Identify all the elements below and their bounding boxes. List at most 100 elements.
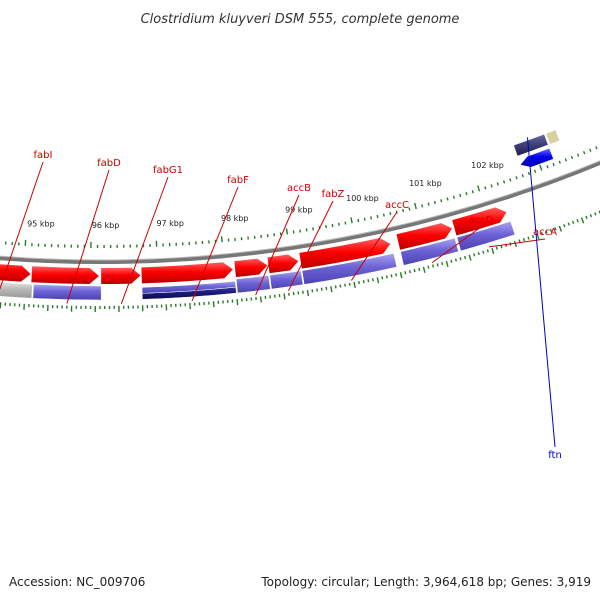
outer-tick [477, 251, 480, 256]
outer-tick [589, 213, 593, 218]
ruler-tick [570, 155, 574, 160]
ruler-tick [509, 178, 512, 182]
outer-tick [463, 255, 467, 260]
outer-tick [353, 281, 356, 289]
outer-tick [549, 228, 553, 233]
ruler-tick [350, 217, 353, 224]
ruler-label: 99 kbp [285, 205, 313, 214]
ruler-tick [539, 164, 543, 171]
ruler-tick [408, 207, 411, 211]
ruler-tick [459, 193, 462, 198]
cds-arrow-accA [452, 207, 507, 236]
outer-tick [518, 239, 521, 243]
ruler-tick [370, 216, 373, 220]
outer-tick [495, 246, 499, 250]
ruler-tick [421, 204, 424, 208]
gene-label-fabF: fabF [227, 175, 249, 186]
outer-tick [563, 223, 566, 228]
ruler-tick [357, 218, 360, 223]
outer-tick [558, 225, 563, 232]
outer-tick [236, 298, 239, 306]
ruler-tick [490, 184, 493, 188]
outer-tick [540, 231, 544, 236]
gene-box-fabF [141, 280, 237, 294]
ruler-tick [285, 228, 289, 235]
label-leader-ftn [526, 137, 556, 448]
ruler-label: 101 kbp [409, 179, 442, 188]
outer-tick [500, 245, 503, 249]
gene-box-accC [301, 253, 398, 285]
outer-tick [325, 286, 328, 291]
ruler-tick [433, 200, 436, 205]
ruler-tick [402, 208, 405, 213]
gene-box-accA [456, 221, 516, 252]
gene-label-accD: accD [469, 215, 494, 226]
gene-label-fabD: fabD [97, 158, 121, 169]
outer-tick [395, 273, 398, 277]
ruler-tick [564, 158, 568, 162]
outer-tick [408, 270, 412, 274]
ruler-label: 100 kbp [346, 194, 379, 203]
ruler-tick [582, 151, 586, 155]
cds-arrow-accD [396, 223, 453, 250]
outer-tick [531, 234, 535, 239]
ruler-tick [546, 165, 549, 169]
outer-tick [422, 266, 426, 273]
ruler-tick [527, 171, 531, 176]
ruler-tick [558, 160, 561, 164]
outer-tick-ring [0, 210, 600, 312]
outer-tick [459, 257, 462, 261]
outer-tick [536, 233, 540, 240]
outer-tick [418, 267, 421, 272]
outer-tick [486, 249, 489, 253]
gene-label-fabG1: fabG1 [153, 165, 183, 176]
ruler-tick [440, 199, 443, 203]
ruler-tick [595, 146, 598, 150]
outer-tick [567, 222, 570, 226]
outer-tick [362, 280, 365, 284]
outer-tick [334, 285, 337, 289]
ruler-tick [502, 180, 506, 184]
outer-tick [491, 247, 495, 255]
outer-tick [427, 265, 430, 269]
ruler-tick [576, 153, 580, 157]
label-leader-fabI [0, 161, 44, 291]
outer-tick [445, 260, 449, 267]
ruler-label: 96 kbp [92, 221, 120, 230]
outer-tick [330, 286, 333, 293]
backbone-arc [0, 160, 600, 264]
outer-tick [554, 227, 557, 231]
genome-summary-text: Topology: circular; Length: 3,964,618 bp… [260, 575, 591, 589]
ruler-tick [477, 185, 481, 192]
pseudogene-box [0, 281, 33, 299]
label-leader-accD [431, 226, 482, 264]
ruler-tick [465, 191, 468, 196]
ruler-tick [452, 195, 455, 199]
outer-tick [339, 284, 342, 288]
gene-label-accB: accB [287, 183, 311, 194]
ruler-tick [376, 214, 379, 219]
gene-label-ftn: ftn [548, 450, 562, 461]
ruler-tick [382, 213, 385, 217]
outer-tick [545, 230, 548, 234]
gene-track [0, 130, 560, 301]
ruler-tick [552, 162, 555, 167]
ruler-tick [337, 222, 340, 226]
ruler-label: 97 kbp [156, 219, 184, 228]
gene-box-ftn [513, 134, 548, 156]
cds-arrow-fabD [31, 266, 99, 284]
gene-box-fabD [32, 284, 102, 301]
outer-tick [431, 264, 435, 268]
outer-tick [450, 259, 453, 263]
label-leader-fabZ [287, 200, 334, 292]
cds-arrow-ftn [520, 148, 554, 167]
ruler-label: 102 kbp [471, 161, 504, 170]
outer-tick [348, 282, 351, 286]
ruler-tick [533, 169, 537, 173]
gene-label-accC: accC [385, 200, 409, 211]
ruler-tick [427, 202, 430, 206]
outer-tick [585, 215, 588, 219]
ruler-tick [414, 202, 417, 210]
ruler-tick [515, 176, 518, 180]
